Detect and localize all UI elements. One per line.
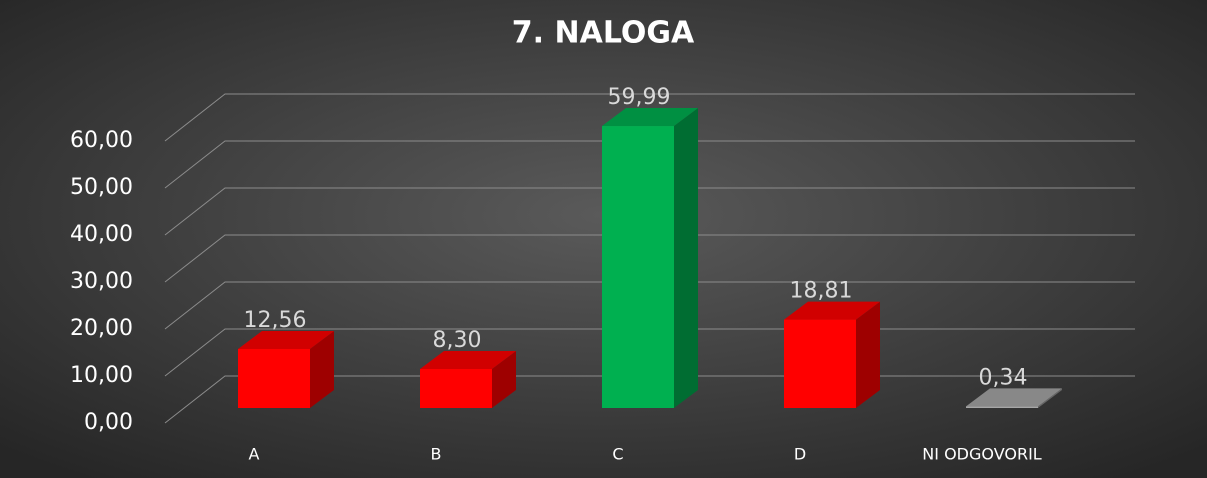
data-label: 59,99 [608,85,671,110]
grid-line [164,281,1135,330]
data-label: 12,56 [244,308,307,333]
bar-side [310,330,334,408]
chart-title: 7. NALOGA [512,16,695,51]
bar [784,319,856,408]
grid-line [164,187,1135,236]
x-tick-label: B [431,445,442,464]
bar-top [602,108,698,127]
x-tick-label: D [794,445,806,464]
x-tick-label: A [249,445,260,464]
bar [602,126,674,408]
bar-top [238,330,334,349]
x-tick-label: NI ODGOVORIL [922,445,1041,464]
bar [238,348,310,408]
bar-top [420,350,516,369]
y-tick-label: 40,00 [70,222,133,247]
data-label: 8,30 [433,328,482,353]
y-tick-label: 10,00 [70,363,133,388]
data-label: 0,34 [979,365,1028,390]
y-tick-label: 0,00 [84,410,133,435]
bar-side [492,350,516,408]
grid-line [164,93,1135,142]
bar [966,406,1038,408]
y-tick-label: 20,00 [70,316,133,341]
data-label: 18,81 [790,279,853,304]
y-tick-label: 30,00 [70,269,133,294]
x-tick-label: C [612,445,623,464]
bar-top [784,301,880,320]
bar-top [966,388,1062,407]
grid-line [164,140,1135,189]
bar-side [1038,388,1062,408]
bar-side [674,108,698,408]
y-tick-label: 50,00 [70,175,133,200]
grid-line [164,234,1135,283]
y-tick-label: 60,00 [70,128,133,153]
bar-side [856,301,880,408]
bar [420,368,492,408]
